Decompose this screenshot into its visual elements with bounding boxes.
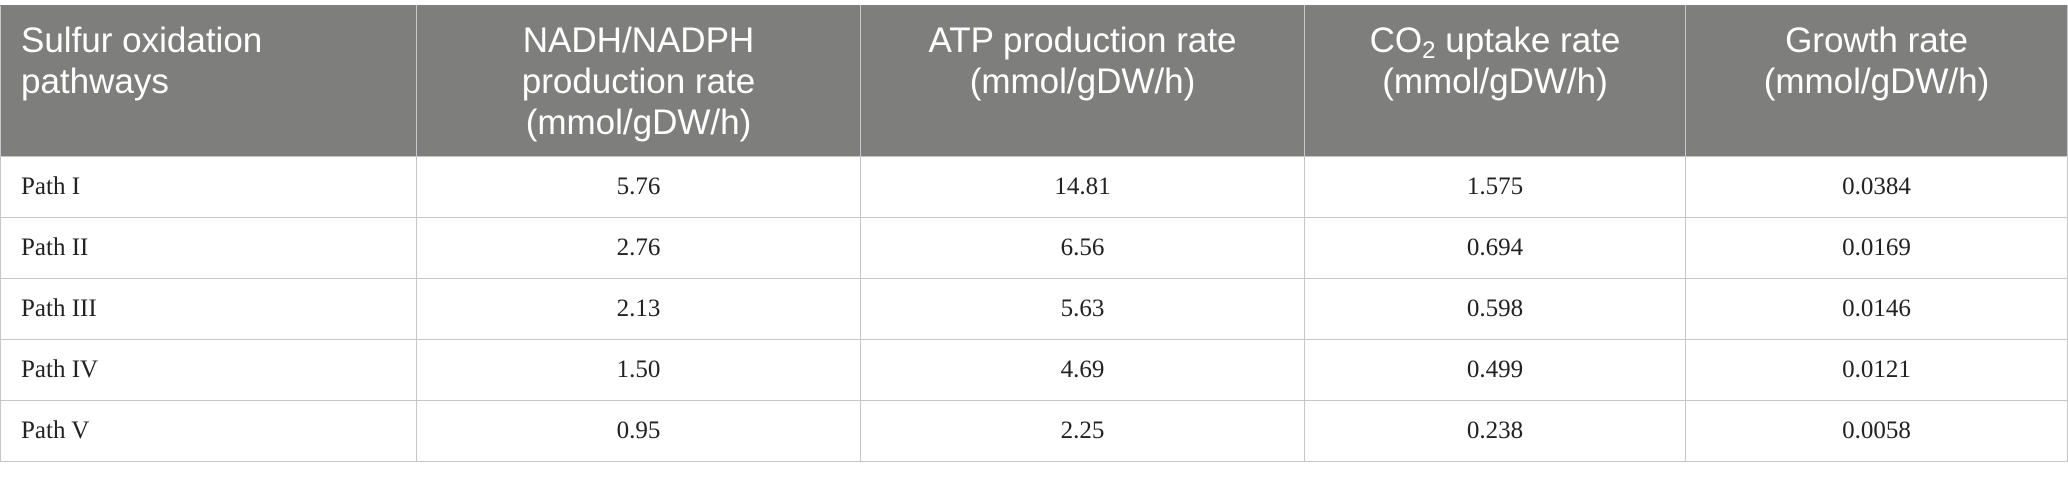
header-text: CO xyxy=(1369,21,1423,60)
table-header: Sulfur oxidation pathways NADH/NADPH pro… xyxy=(0,5,2068,157)
co2-cell: 0.499 xyxy=(1304,339,1686,401)
table-row: Path IV 1.50 4.69 0.499 0.0121 xyxy=(0,339,2068,401)
header-text: (mmol/gDW/h) xyxy=(525,103,752,142)
pathway-cell: Path V xyxy=(0,400,417,462)
atp-cell: 14.81 xyxy=(860,156,1305,218)
header-pathways: Sulfur oxidation pathways xyxy=(0,5,417,157)
header-text-line: CO2 uptake rate xyxy=(1325,20,1665,64)
growth-cell: 0.0384 xyxy=(1685,156,2068,218)
header-text: Sulfur oxidation xyxy=(21,21,263,60)
table-row: Path II 2.76 6.56 0.694 0.0169 xyxy=(0,217,2068,279)
table-row: Path V 0.95 2.25 0.238 0.0058 xyxy=(0,400,2068,462)
pathway-cell: Path I xyxy=(0,156,417,218)
co2-cell: 0.694 xyxy=(1304,217,1686,279)
table-row: Path I 5.76 14.81 1.575 0.0384 xyxy=(0,156,2068,218)
header-text: (mmol/gDW/h) xyxy=(1382,62,1608,101)
co2-cell: 0.598 xyxy=(1304,278,1686,340)
pathway-cell: Path III xyxy=(0,278,417,340)
header-co2-uptake: CO2 uptake rate (mmol/gDW/h) xyxy=(1304,5,1686,157)
atp-cell: 5.63 xyxy=(860,278,1305,340)
header-row: Sulfur oxidation pathways NADH/NADPH pro… xyxy=(0,5,2068,157)
table-body: Path I 5.76 14.81 1.575 0.0384 Path II 2… xyxy=(0,156,2068,462)
pathway-cell: Path IV xyxy=(0,339,417,401)
co2-cell: 1.575 xyxy=(1304,156,1686,218)
nadh-cell: 5.76 xyxy=(416,156,861,218)
header-text: (mmol/gDW/h) xyxy=(1763,62,1990,101)
co2-cell: 0.238 xyxy=(1304,400,1686,462)
pathway-cell: Path II xyxy=(0,217,417,279)
atp-cell: 4.69 xyxy=(860,339,1305,401)
header-text: ATP production rate xyxy=(928,21,1237,60)
growth-cell: 0.0146 xyxy=(1685,278,2068,340)
sulfur-oxidation-table: Sulfur oxidation pathways NADH/NADPH pro… xyxy=(0,5,2068,462)
header-text: pathways xyxy=(21,62,169,101)
subscript-text: 2 xyxy=(1422,37,1436,64)
nadh-cell: 2.13 xyxy=(416,278,861,340)
header-text: Growth rate xyxy=(1785,21,1968,60)
header-text: uptake rate xyxy=(1435,21,1621,60)
growth-cell: 0.0169 xyxy=(1685,217,2068,279)
atp-cell: 6.56 xyxy=(860,217,1305,279)
growth-cell: 0.0121 xyxy=(1685,339,2068,401)
table-row: Path III 2.13 5.63 0.598 0.0146 xyxy=(0,278,2068,340)
header-nadh-rate: NADH/NADPH production rate (mmol/gDW/h) xyxy=(416,5,861,157)
header-atp-rate: ATP production rate (mmol/gDW/h) xyxy=(860,5,1305,157)
nadh-cell: 1.50 xyxy=(416,339,861,401)
nadh-cell: 0.95 xyxy=(416,400,861,462)
atp-cell: 2.25 xyxy=(860,400,1305,462)
nadh-cell: 2.76 xyxy=(416,217,861,279)
data-table-container: Sulfur oxidation pathways NADH/NADPH pro… xyxy=(0,5,2068,462)
header-text: NADH/NADPH xyxy=(522,21,755,60)
header-text: production rate xyxy=(521,62,756,101)
header-growth-rate: Growth rate (mmol/gDW/h) xyxy=(1685,5,2068,157)
growth-cell: 0.0058 xyxy=(1685,400,2068,462)
header-text: (mmol/gDW/h) xyxy=(969,62,1196,101)
